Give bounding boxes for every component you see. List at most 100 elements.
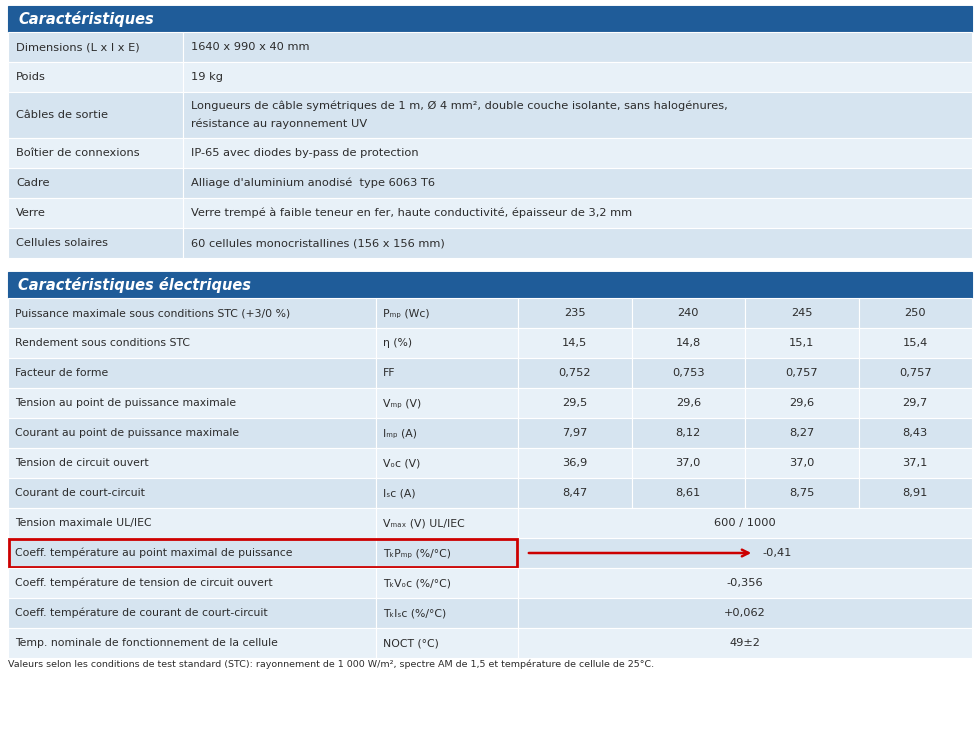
Text: η (%): η (%): [383, 338, 413, 348]
Bar: [518, 298, 631, 328]
Bar: [376, 298, 518, 328]
Text: Pₘₚ (Wc): Pₘₚ (Wc): [383, 308, 429, 318]
Text: résistance au rayonnement UV: résistance au rayonnement UV: [191, 119, 368, 129]
Text: 7,97: 7,97: [563, 428, 587, 438]
Bar: [8, 358, 376, 388]
Text: 8,61: 8,61: [675, 488, 701, 498]
Text: +0,062: +0,062: [724, 608, 766, 618]
Bar: [8, 168, 183, 198]
Bar: [183, 138, 972, 168]
Text: 29,7: 29,7: [903, 398, 928, 408]
Bar: [8, 628, 376, 658]
Text: Cellules solaires: Cellules solaires: [16, 238, 108, 248]
Bar: [9, 539, 517, 567]
Bar: [858, 328, 972, 358]
Text: Tension au point de puissance maximale: Tension au point de puissance maximale: [15, 398, 236, 408]
Text: Coeff. température de courant de court-circuit: Coeff. température de courant de court-c…: [15, 608, 268, 618]
Bar: [183, 32, 972, 62]
Bar: [376, 508, 518, 538]
Bar: [183, 168, 972, 198]
Text: -0,356: -0,356: [727, 578, 763, 588]
Bar: [518, 418, 631, 448]
Bar: [518, 388, 631, 418]
Bar: [518, 508, 972, 538]
Text: 29,6: 29,6: [789, 398, 814, 408]
Text: 37,1: 37,1: [903, 458, 928, 468]
Text: 60 cellules monocristallines (156 x 156 mm): 60 cellules monocristallines (156 x 156 …: [191, 238, 445, 248]
Text: TₖIₛᴄ (%/°C): TₖIₛᴄ (%/°C): [383, 608, 446, 618]
Text: Vₒᴄ (V): Vₒᴄ (V): [383, 458, 420, 468]
Bar: [8, 272, 972, 298]
Bar: [376, 388, 518, 418]
Text: 14,8: 14,8: [675, 338, 701, 348]
Bar: [745, 448, 858, 478]
Bar: [376, 568, 518, 598]
Text: Longueurs de câble symétriques de 1 m, Ø 4 mm², double couche isolante, sans hal: Longueurs de câble symétriques de 1 m, Ø…: [191, 100, 728, 111]
Text: Tension de circuit ouvert: Tension de circuit ouvert: [15, 458, 149, 468]
Bar: [8, 138, 183, 168]
Bar: [858, 298, 972, 328]
Text: 240: 240: [677, 308, 699, 318]
Bar: [376, 538, 518, 568]
Text: Iₘₚ (A): Iₘₚ (A): [383, 428, 417, 438]
Text: Cadre: Cadre: [16, 178, 50, 188]
Bar: [8, 32, 183, 62]
Bar: [518, 328, 631, 358]
Bar: [376, 448, 518, 478]
Text: 250: 250: [905, 308, 926, 318]
Bar: [8, 418, 376, 448]
Text: Vₘₚ (V): Vₘₚ (V): [383, 398, 421, 408]
Text: 29,5: 29,5: [563, 398, 587, 408]
Text: 15,1: 15,1: [789, 338, 814, 348]
Bar: [8, 6, 972, 32]
Bar: [745, 388, 858, 418]
Text: TₖPₘₚ (%/°C): TₖPₘₚ (%/°C): [383, 548, 451, 558]
Bar: [376, 628, 518, 658]
Bar: [518, 478, 631, 508]
Bar: [8, 508, 376, 538]
Text: NOCT (°C): NOCT (°C): [383, 638, 439, 648]
Text: Dimensions (L x l x E): Dimensions (L x l x E): [16, 42, 139, 52]
Bar: [745, 358, 858, 388]
Text: Poids: Poids: [16, 72, 46, 82]
Bar: [518, 358, 631, 388]
Bar: [8, 448, 376, 478]
Text: 8,27: 8,27: [789, 428, 814, 438]
Text: TₖVₒᴄ (%/°C): TₖVₒᴄ (%/°C): [383, 578, 451, 588]
Text: 8,91: 8,91: [903, 488, 928, 498]
Text: 14,5: 14,5: [563, 338, 587, 348]
Bar: [518, 598, 972, 628]
Text: 37,0: 37,0: [789, 458, 814, 468]
Bar: [8, 298, 376, 328]
Bar: [631, 388, 745, 418]
Bar: [518, 628, 972, 658]
Bar: [8, 388, 376, 418]
Text: 8,47: 8,47: [563, 488, 587, 498]
Bar: [8, 62, 183, 92]
Text: FF: FF: [383, 368, 396, 378]
Bar: [183, 92, 972, 138]
Text: 37,0: 37,0: [675, 458, 701, 468]
Bar: [8, 228, 183, 258]
Bar: [376, 328, 518, 358]
Bar: [376, 358, 518, 388]
Text: 49±2: 49±2: [729, 638, 760, 648]
Text: 8,75: 8,75: [789, 488, 814, 498]
Text: Caractéristiques électriques: Caractéristiques électriques: [18, 277, 251, 293]
Bar: [858, 418, 972, 448]
Bar: [518, 568, 972, 598]
Text: Iₛᴄ (A): Iₛᴄ (A): [383, 488, 416, 498]
Text: Rendement sous conditions STC: Rendement sous conditions STC: [15, 338, 190, 348]
Bar: [631, 418, 745, 448]
Text: Courant au point de puissance maximale: Courant au point de puissance maximale: [15, 428, 239, 438]
Text: 36,9: 36,9: [563, 458, 587, 468]
Bar: [631, 448, 745, 478]
Text: Verre trempé à faible teneur en fer, haute conductivité, épaisseur de 3,2 mm: Verre trempé à faible teneur en fer, hau…: [191, 208, 632, 218]
Text: 0,752: 0,752: [559, 368, 591, 378]
Text: Coeff. température de tension de circuit ouvert: Coeff. température de tension de circuit…: [15, 578, 272, 589]
Text: -0,41: -0,41: [762, 548, 792, 558]
Bar: [858, 358, 972, 388]
Bar: [376, 598, 518, 628]
Text: Temp. nominale de fonctionnement de la cellule: Temp. nominale de fonctionnement de la c…: [15, 638, 278, 648]
Bar: [376, 478, 518, 508]
